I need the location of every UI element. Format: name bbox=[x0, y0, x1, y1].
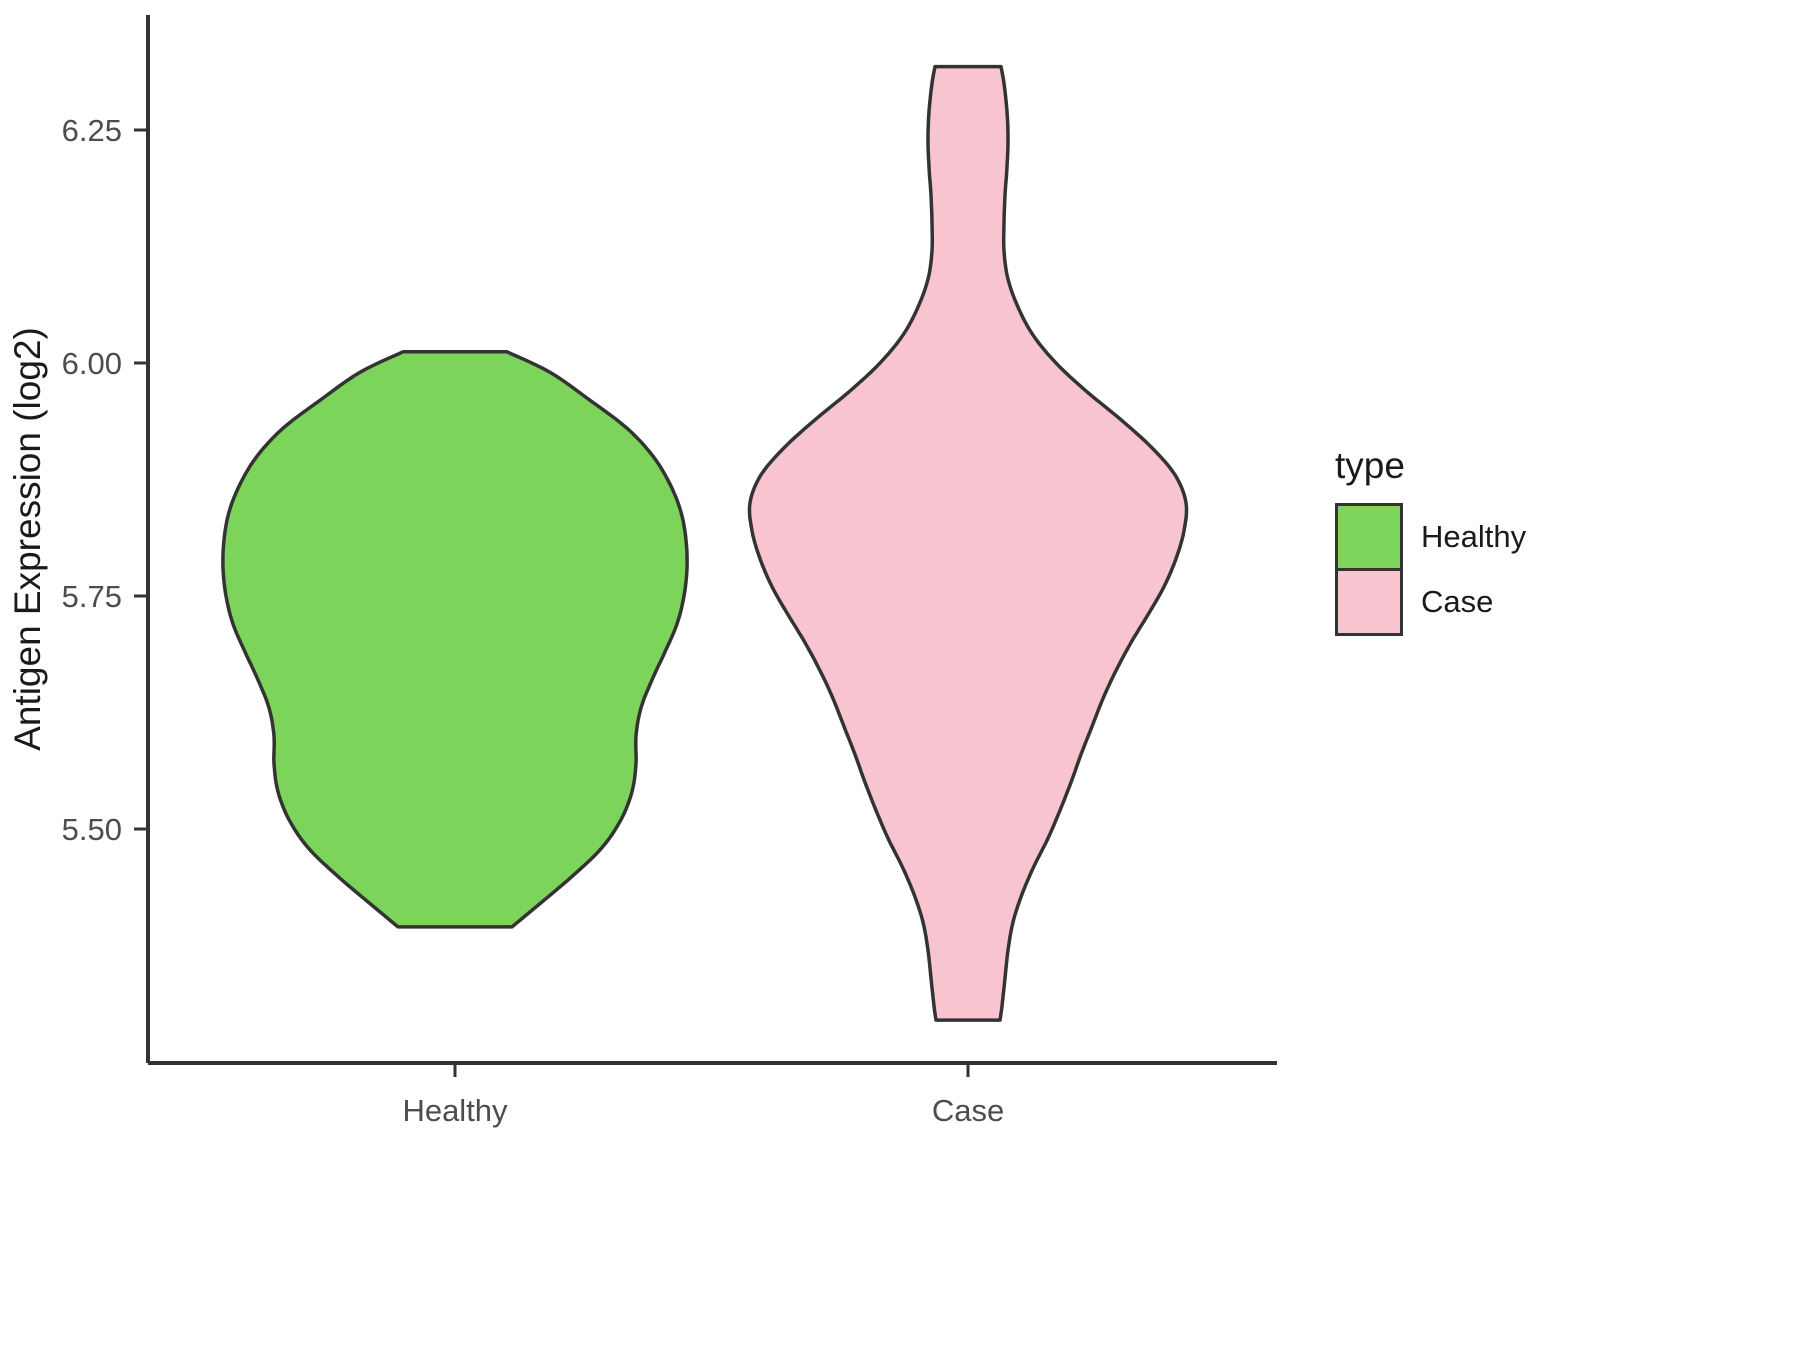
y-tick-label: 6.25 bbox=[62, 113, 122, 148]
legend-label-healthy: Healthy bbox=[1421, 519, 1527, 554]
legend: type Healthy Case bbox=[1335, 445, 1526, 636]
violin-healthy bbox=[221, 350, 689, 929]
y-tick-label: 5.50 bbox=[62, 812, 122, 847]
violin-case bbox=[747, 64, 1189, 1022]
legend-item-case: Case bbox=[1335, 568, 1526, 636]
y-tick-label: 6.00 bbox=[62, 346, 122, 381]
legend-label-case: Case bbox=[1421, 584, 1494, 619]
legend-keys: Healthy Case bbox=[1335, 503, 1526, 636]
y-tick-label: 5.75 bbox=[62, 579, 122, 614]
legend-swatch-case bbox=[1335, 568, 1403, 636]
x-tick-label: Healthy bbox=[402, 1093, 508, 1128]
legend-title: type bbox=[1335, 445, 1405, 486]
legend-swatch-healthy bbox=[1335, 503, 1403, 571]
y-axis-title: Antigen Expression (log2) bbox=[7, 327, 48, 751]
legend-item-healthy: Healthy bbox=[1335, 503, 1526, 571]
x-tick-label: Case bbox=[932, 1093, 1004, 1128]
